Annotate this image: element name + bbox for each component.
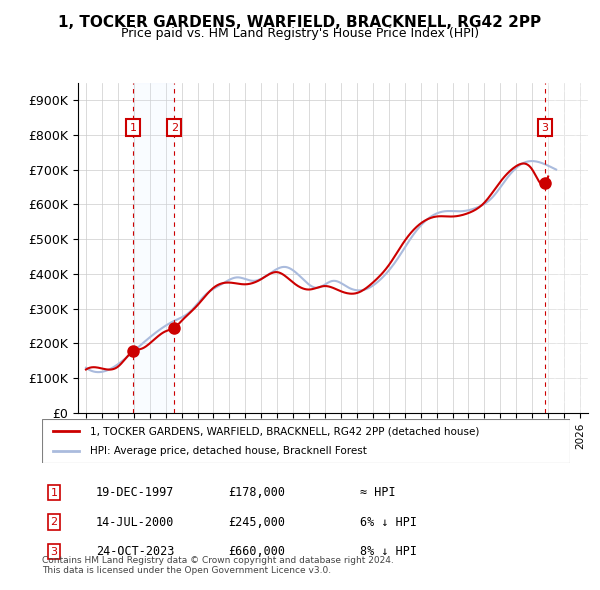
Text: 24-OCT-2023: 24-OCT-2023: [96, 545, 175, 558]
Text: 1: 1: [50, 488, 58, 497]
FancyBboxPatch shape: [42, 419, 570, 463]
Text: £245,000: £245,000: [228, 516, 285, 529]
Text: Price paid vs. HM Land Registry's House Price Index (HPI): Price paid vs. HM Land Registry's House …: [121, 27, 479, 40]
Text: 19-DEC-1997: 19-DEC-1997: [96, 486, 175, 499]
Text: 3: 3: [50, 547, 58, 556]
Text: 8% ↓ HPI: 8% ↓ HPI: [360, 545, 417, 558]
Text: 1: 1: [130, 123, 137, 133]
Text: £178,000: £178,000: [228, 486, 285, 499]
Text: £660,000: £660,000: [228, 545, 285, 558]
Text: ≈ HPI: ≈ HPI: [360, 486, 395, 499]
Text: 1, TOCKER GARDENS, WARFIELD, BRACKNELL, RG42 2PP: 1, TOCKER GARDENS, WARFIELD, BRACKNELL, …: [58, 15, 542, 30]
Text: 2: 2: [50, 517, 58, 527]
Bar: [133, 83, 174, 413]
Text: Contains HM Land Registry data © Crown copyright and database right 2024.
This d: Contains HM Land Registry data © Crown c…: [42, 556, 394, 575]
Text: 3: 3: [542, 123, 548, 133]
Text: 2: 2: [171, 123, 178, 133]
Bar: [545, 83, 588, 413]
Text: 1, TOCKER GARDENS, WARFIELD, BRACKNELL, RG42 2PP (detached house): 1, TOCKER GARDENS, WARFIELD, BRACKNELL, …: [89, 427, 479, 436]
Text: 14-JUL-2000: 14-JUL-2000: [96, 516, 175, 529]
Text: HPI: Average price, detached house, Bracknell Forest: HPI: Average price, detached house, Brac…: [89, 446, 367, 455]
Text: 6% ↓ HPI: 6% ↓ HPI: [360, 516, 417, 529]
